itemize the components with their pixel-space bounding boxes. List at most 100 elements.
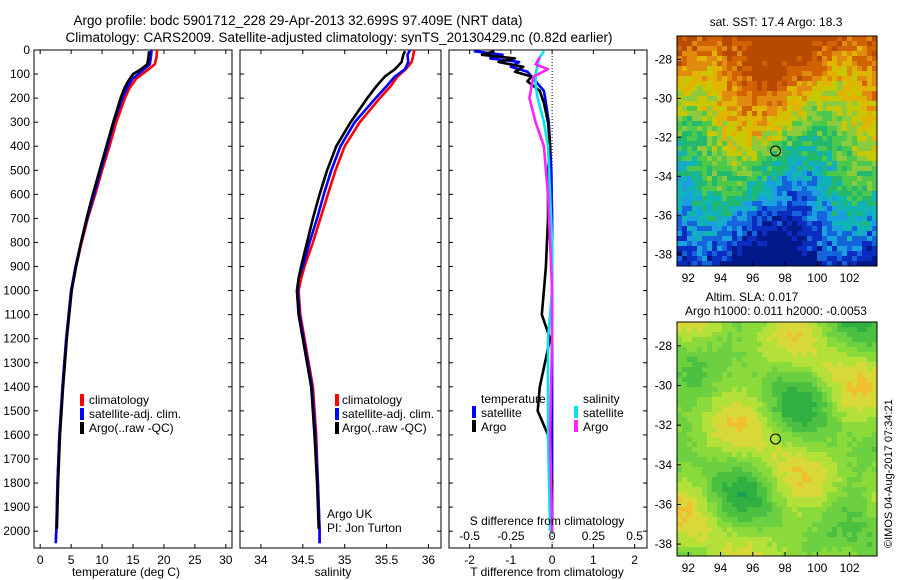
map-cell bbox=[762, 442, 767, 447]
map-cell bbox=[727, 322, 732, 327]
map-cell bbox=[717, 141, 722, 146]
map-cell bbox=[692, 437, 697, 442]
map-cell bbox=[827, 231, 832, 236]
map-cell bbox=[732, 206, 737, 211]
map-cell bbox=[842, 367, 847, 372]
map-cell bbox=[797, 246, 802, 251]
map-cell bbox=[837, 61, 842, 66]
map-cell bbox=[707, 522, 712, 527]
map-cell bbox=[862, 442, 867, 447]
map-cell bbox=[787, 171, 792, 176]
map-cell bbox=[692, 96, 697, 101]
map-cell bbox=[822, 136, 827, 141]
map-cell bbox=[757, 111, 762, 116]
map-cell bbox=[742, 462, 747, 467]
map-cell bbox=[747, 537, 752, 542]
map-cell bbox=[707, 86, 712, 91]
map-cell bbox=[687, 382, 692, 387]
map-cell bbox=[782, 171, 787, 176]
map-cell bbox=[707, 392, 712, 397]
map-cell bbox=[682, 522, 687, 527]
map-cell bbox=[737, 81, 742, 86]
map-cell bbox=[787, 71, 792, 76]
map-cell bbox=[802, 327, 807, 332]
map-cell bbox=[802, 517, 807, 522]
map-cell bbox=[767, 171, 772, 176]
map-cell bbox=[722, 527, 727, 532]
map-cell bbox=[772, 191, 777, 196]
map-cell bbox=[747, 61, 752, 66]
map-cell bbox=[742, 201, 747, 206]
map-cell bbox=[847, 487, 852, 492]
map-cell bbox=[677, 206, 682, 211]
map-cell bbox=[752, 342, 757, 347]
map-cell bbox=[762, 397, 767, 402]
map-cell bbox=[712, 166, 717, 171]
map-cell bbox=[857, 462, 862, 467]
map-cell bbox=[742, 477, 747, 482]
map-cell bbox=[872, 367, 877, 372]
map-cell bbox=[737, 156, 742, 161]
map-cell bbox=[827, 51, 832, 56]
map-cell bbox=[802, 116, 807, 121]
map-cell bbox=[872, 397, 877, 402]
map-cell bbox=[852, 86, 857, 91]
map-cell bbox=[712, 352, 717, 357]
map-cell bbox=[862, 382, 867, 387]
map-cell bbox=[847, 66, 852, 71]
map-cell bbox=[722, 422, 727, 427]
map-cell bbox=[802, 171, 807, 176]
map-cell bbox=[832, 527, 837, 532]
map-cell bbox=[792, 241, 797, 246]
map-cell bbox=[837, 447, 842, 452]
map-cell bbox=[812, 121, 817, 126]
map-cell bbox=[867, 517, 872, 522]
map-cell bbox=[772, 101, 777, 106]
map-cell bbox=[852, 41, 857, 46]
map-cell bbox=[792, 166, 797, 171]
map-cell bbox=[697, 527, 702, 532]
map-cell bbox=[837, 216, 842, 221]
map-cell bbox=[782, 442, 787, 447]
map-cell bbox=[712, 422, 717, 427]
map-cell bbox=[747, 116, 752, 121]
legend-label-climatology: climatology bbox=[342, 393, 402, 407]
map-cell bbox=[832, 76, 837, 81]
map-cell bbox=[732, 81, 737, 86]
map-cell bbox=[827, 216, 832, 221]
map-cell bbox=[832, 131, 837, 136]
map-cell bbox=[802, 332, 807, 337]
map-cell bbox=[702, 256, 707, 261]
map-cell bbox=[797, 457, 802, 462]
map-cell bbox=[827, 106, 832, 111]
map-cell bbox=[842, 477, 847, 482]
map-cell bbox=[757, 397, 762, 402]
map-cell bbox=[752, 457, 757, 462]
map-cell bbox=[707, 487, 712, 492]
map-cell bbox=[717, 352, 722, 357]
map-cell bbox=[702, 507, 707, 512]
map-cell bbox=[822, 211, 827, 216]
map-cell bbox=[842, 527, 847, 532]
map-cell bbox=[832, 467, 837, 472]
map-cell bbox=[782, 201, 787, 206]
map-cell bbox=[687, 151, 692, 156]
map-cell bbox=[847, 146, 852, 151]
map-cell bbox=[787, 367, 792, 372]
map-cell bbox=[772, 111, 777, 116]
map-cell bbox=[717, 412, 722, 417]
map-cell bbox=[852, 91, 857, 96]
map-cell bbox=[722, 201, 727, 206]
map-cell bbox=[832, 452, 837, 457]
map-cell bbox=[777, 256, 782, 261]
map-cell bbox=[757, 392, 762, 397]
map-cell bbox=[822, 191, 827, 196]
map-cell bbox=[802, 507, 807, 512]
map-cell bbox=[737, 492, 742, 497]
map-cell bbox=[792, 151, 797, 156]
map-cell bbox=[837, 111, 842, 116]
map-cell bbox=[697, 56, 702, 61]
map-cell bbox=[772, 372, 777, 377]
map-cell bbox=[727, 91, 732, 96]
map-cell bbox=[802, 206, 807, 211]
